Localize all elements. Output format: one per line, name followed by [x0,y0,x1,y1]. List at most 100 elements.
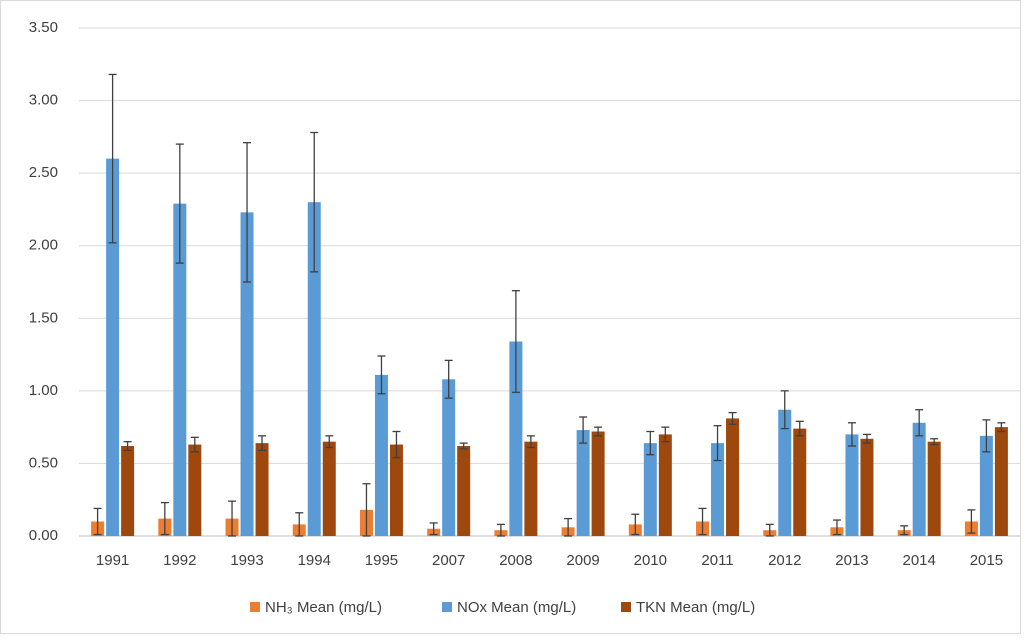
x-tick-label: 2015 [970,552,1003,569]
error-bar [429,522,438,536]
legend-swatch [250,602,260,612]
bar [240,212,254,536]
error-bar [698,507,707,536]
x-tick-label: 2012 [768,552,801,569]
error-bar [325,435,334,449]
error-bar [579,416,588,444]
bar [457,446,471,536]
y-tick-label: 1.50 [29,309,58,326]
bar [979,435,993,536]
x-tick-label: 1993 [230,552,263,569]
bar [106,158,120,536]
legend-swatch [442,602,452,612]
bar [374,374,388,536]
y-tick-label: 0.50 [29,454,58,471]
error-bar [862,433,871,444]
legend-label: NOx Mean (mg/L) [457,599,576,616]
error-bar [982,419,991,453]
x-tick-label: 2009 [566,552,599,569]
error-bar [594,426,603,437]
error-bar [392,430,401,459]
bar [860,438,874,536]
bar [912,422,926,536]
bar [307,202,321,536]
error-bar [930,438,939,446]
error-bar [243,142,252,283]
bar [524,441,538,536]
bar [778,409,792,536]
bar [173,203,187,536]
x-tick-label: 1994 [298,552,331,569]
bar [793,428,807,536]
bar [255,443,269,536]
y-tick-label: 3.50 [29,19,58,36]
bar [442,379,456,536]
bar [188,444,202,536]
error-bar [310,131,319,273]
x-tick-label: 2013 [835,552,868,569]
error-bar [631,513,640,536]
bar [711,443,725,536]
x-tick-label: 2014 [902,552,935,569]
error-bar [160,501,169,536]
x-tick-label: 2011 [701,552,733,569]
error-bar [795,420,804,437]
error-bar [108,73,117,244]
bar [845,434,859,536]
error-bar [832,519,841,536]
error-bar [915,409,924,437]
y-tick-label: 3.00 [29,92,58,109]
error-bar [228,500,237,537]
bar [658,434,672,536]
error-bar [526,435,535,449]
error-bar [93,507,102,536]
error-bar [496,523,505,537]
bar [121,446,135,536]
error-bar [847,422,856,447]
y-tick-label: 0.00 [29,527,58,544]
error-bar [646,430,655,456]
legend-label: NH₃ Mean (mg/L) [265,599,382,616]
error-bar [444,359,453,399]
bar [576,430,590,536]
legend-swatch [621,602,631,612]
bar [927,441,941,536]
error-bar [780,390,789,430]
bar [643,443,657,536]
legend-label: TKN Mean (mg/L) [636,599,755,616]
error-bar [175,143,184,264]
bar [726,418,740,536]
x-tick-label: 1995 [365,552,398,569]
y-tick-label: 1.00 [29,382,58,399]
y-tick-label: 2.50 [29,164,58,181]
x-tick-label: 2008 [499,552,532,569]
error-bar [564,517,573,537]
error-bar [459,442,468,450]
error-bar [190,436,199,453]
bar [994,427,1008,536]
error-bar [295,512,304,537]
error-bar [511,290,520,393]
x-tick-label: 2007 [432,552,465,569]
y-tick-label: 2.00 [29,237,58,254]
error-bar [765,523,774,537]
error-bar [900,525,909,536]
error-bar [362,483,371,537]
error-bar [123,441,132,452]
error-bar [967,509,976,534]
x-tick-label: 1991 [96,552,129,569]
error-bar [997,422,1006,433]
bar [389,444,403,536]
error-bar [661,426,670,443]
error-bar [728,411,737,425]
error-bar [713,425,722,462]
bar [509,341,523,536]
x-tick-label: 1992 [163,552,196,569]
bar [591,431,605,536]
error-bar [258,435,267,452]
bar [322,441,336,536]
error-bar [377,355,386,395]
x-tick-label: 2010 [634,552,667,569]
